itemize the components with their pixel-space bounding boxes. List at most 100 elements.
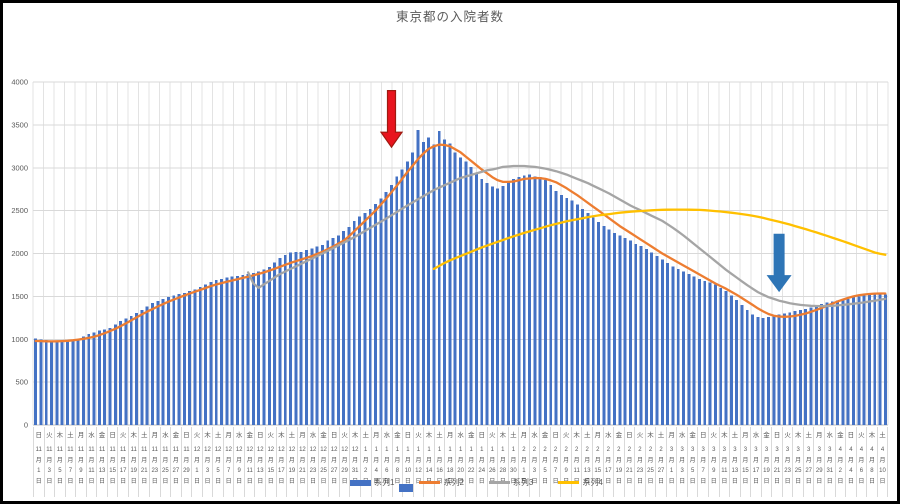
legend-item-系列1[interactable]: 系列1 [350,477,394,488]
x-axis-label: 土 2 月 13 日 [581,427,592,497]
x-axis-label: 金 3 月 19 日 [760,427,772,497]
bar [676,268,680,425]
bar [188,291,192,425]
bar [735,299,739,425]
bar [177,294,181,425]
bar [103,329,107,425]
bar [719,287,723,425]
bar [820,304,824,425]
legend-item-系列2[interactable]: 系列2 [419,477,464,488]
bar [655,256,659,425]
bar [798,310,802,425]
bar [528,174,531,425]
legend-item-系列4[interactable]: 系列4 [558,477,603,488]
x-axis-label: 火 3 月 23 日 [781,427,793,497]
y-axis-labels: 0 500 1000 1500 2000 2500 3000 3500 4000 [11,78,28,430]
y-tick-label: 0 [24,421,28,430]
bar [862,295,866,425]
y-tick-label: 2000 [11,249,28,258]
x-axis-label: 火 12 月 1 日 [191,427,202,497]
bar [650,252,654,425]
bar [607,229,611,425]
bar [740,304,744,425]
bar [692,276,696,425]
bar [34,338,38,425]
x-axis-label: 土 11 月 21 日 [138,427,149,497]
x-axis-label: 日 2 月 21 日 [623,427,635,497]
bar [788,312,792,425]
x-axis-label: 月 1 月 18 日 [444,427,455,497]
bar [703,280,707,425]
bar [639,245,643,425]
bar [50,340,54,425]
bar [390,184,393,425]
bar [331,238,335,425]
red-arrow[interactable] [379,89,404,149]
bar [586,213,590,425]
bar [363,213,367,425]
bar [262,269,266,425]
y-tick-label: 1000 [11,335,28,344]
bar [198,286,202,425]
x-axis-label: 日 1 月 10 日 [402,427,413,497]
bar [443,139,447,425]
bar [512,178,516,425]
bar [214,280,218,425]
bar [782,313,786,425]
bar [767,316,770,425]
x-axis-label: 月 3 月 15 日 [739,427,751,497]
bar [230,276,234,425]
bar [772,315,776,425]
bar [209,282,213,425]
bar [814,305,818,425]
blue-arrow[interactable] [766,233,792,293]
bar [342,231,346,425]
bar [251,272,255,425]
bar [591,217,595,425]
bar [581,208,585,425]
bar [522,175,526,425]
x-axis-label: 日 12 月 27 日 [328,427,339,497]
bar [352,220,356,425]
y-tick-label: 3000 [11,163,28,172]
bar [549,184,553,425]
x-axis-label: 水 3 月 17 日 [750,427,761,497]
bar [793,310,797,425]
bar [124,318,128,425]
bar [113,324,117,425]
bar [405,161,409,425]
bar [644,249,648,425]
x-axis-label: 月 2 月 15 日 [591,427,603,497]
bar [273,262,277,425]
legend-item-系列3[interactable]: 系列3 [488,477,533,488]
bar [39,339,43,425]
bar [278,257,282,425]
bar [427,137,431,426]
x-axis-label: 水 11 月 25 日 [159,427,171,497]
x-axis-label: 水 12 月 9 日 [233,427,244,497]
bar [336,235,340,425]
bar [857,296,861,425]
x-axis-label: 金 2 月 19 日 [613,427,624,497]
x-axis-label: 火 11 月 3 日 [43,427,55,497]
bar [358,216,362,425]
bar [66,341,69,425]
legend-swatch-line-icon [488,481,510,484]
legend[interactable]: 系列1 系列2 系列3 系列4 [350,477,603,488]
x-axis-label: 日 11 月 15 日 [106,427,118,497]
line-series-系列4 [432,208,887,271]
bar [544,179,547,425]
x-axis-label: 火 1 月 12 日 [412,427,424,497]
bar [873,293,877,425]
bar [554,190,558,425]
bar [246,274,250,425]
x-axis-label: 木 3 月 11 日 [718,427,730,497]
bar [485,183,489,425]
bar [204,284,208,425]
y-tick-label: 4000 [11,78,28,87]
bar [299,251,303,425]
